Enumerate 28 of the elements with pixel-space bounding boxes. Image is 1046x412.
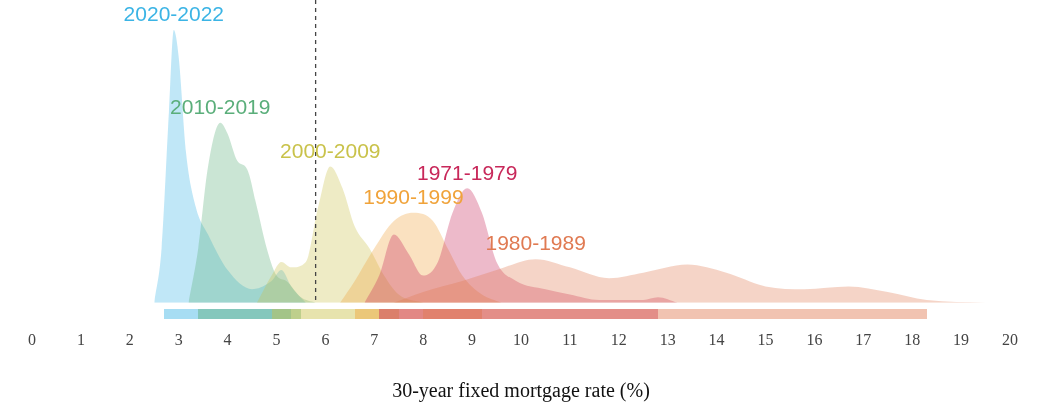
x-tick-label: 3 — [174, 330, 183, 348]
x-tick-label: 2 — [125, 330, 134, 348]
series-label: 1980-1989 — [485, 231, 586, 255]
series-label: 2000-2009 — [280, 138, 381, 162]
x-tick-label: 4 — [223, 330, 232, 348]
x-tick-label: 5 — [272, 330, 281, 348]
x-tick-label: 13 — [659, 330, 676, 348]
x-tick-label: 1 — [76, 330, 85, 348]
x-tick-label: 18 — [904, 330, 921, 348]
series-label: 1971-1979 — [416, 160, 518, 184]
x-tick-label: 19 — [953, 330, 970, 348]
x-tick-label: 20 — [1002, 330, 1018, 348]
x-tick-label: 10 — [513, 330, 529, 348]
x-axis-title: 30-year fixed mortgage rate (%) — [392, 379, 650, 403]
series-label: 1990-1999 — [363, 185, 464, 209]
x-tick-label: 14 — [708, 330, 725, 348]
x-tick-label: 15 — [757, 330, 774, 348]
x-tick-label: 11 — [562, 330, 578, 348]
x-tick-label: 17 — [855, 330, 872, 348]
x-tick-label: 8 — [419, 330, 428, 348]
x-tick-label: 12 — [610, 330, 627, 348]
x-tick-label: 0 — [28, 330, 36, 348]
x-tick-label: 7 — [370, 330, 379, 348]
series-label: 2020-2022 — [123, 2, 225, 26]
x-tick-label: 9 — [468, 330, 477, 348]
x-tick-label: 6 — [321, 330, 330, 348]
series-label: 2010-2019 — [170, 95, 271, 119]
x-tick-label: 16 — [806, 330, 823, 348]
